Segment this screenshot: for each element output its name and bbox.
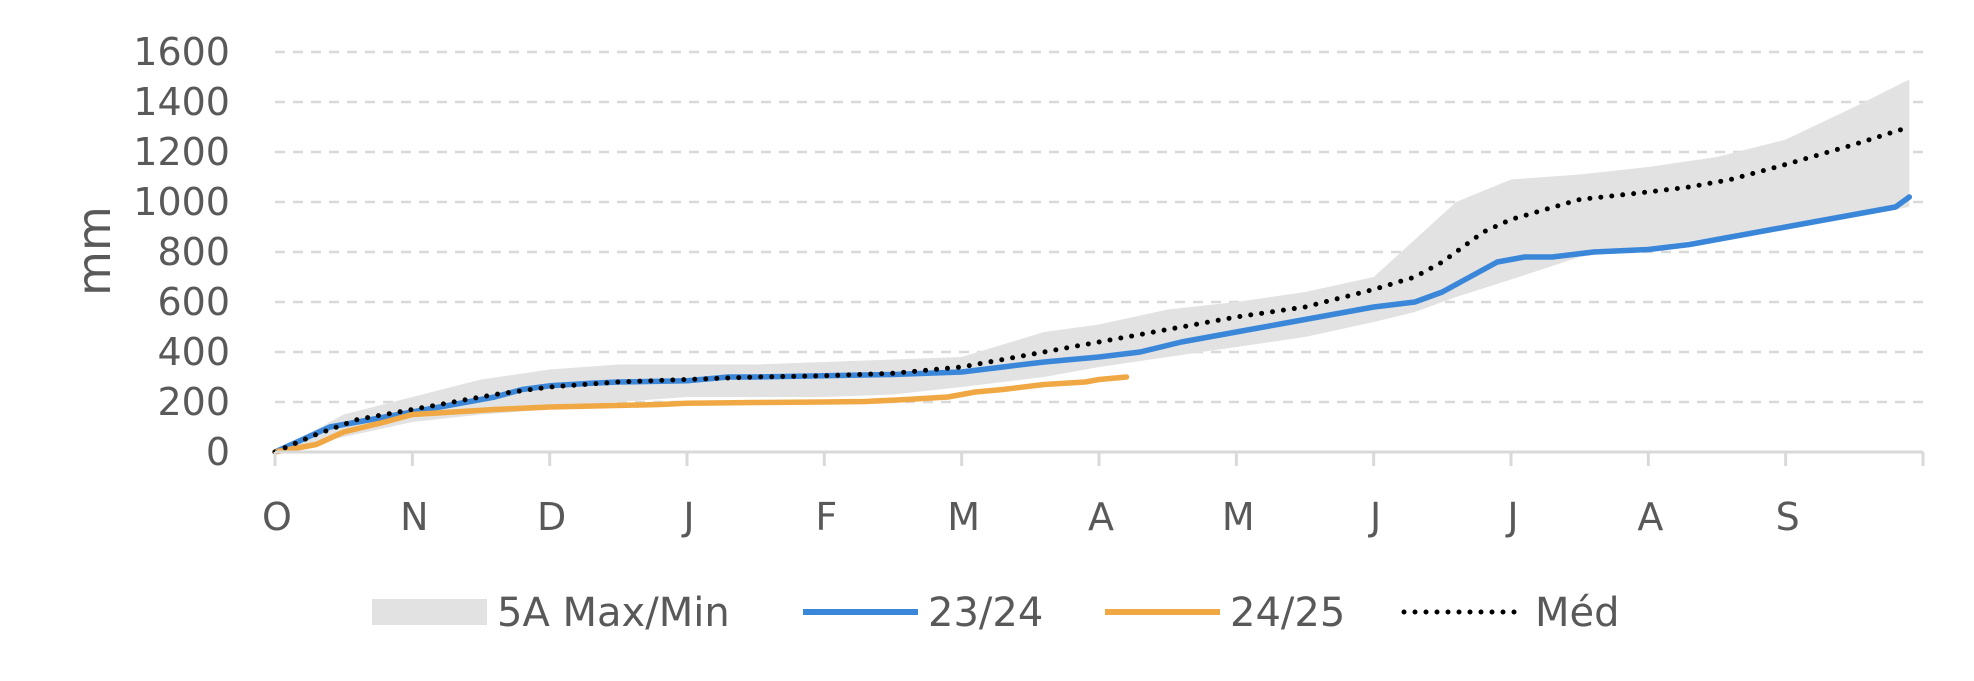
series-line-1 xyxy=(272,374,1130,455)
x-tick-9: J xyxy=(1505,495,1518,539)
max-min-band xyxy=(275,79,1910,452)
y-tick-600: 600 xyxy=(157,280,230,324)
legend-label-0: 23/24 xyxy=(928,590,1043,636)
y-tick-0: 0 xyxy=(206,430,230,474)
series-line-2 xyxy=(272,124,1912,455)
y-tick-800: 800 xyxy=(157,230,230,274)
y-tick-1000: 1000 xyxy=(133,180,230,224)
x-tick-11: S xyxy=(1776,495,1800,539)
y-tick-labels: 0 200 400 600 800 1000 1200 1400 1600 xyxy=(133,30,230,474)
x-tick-5: M xyxy=(947,495,980,539)
x-tick-4: F xyxy=(815,495,837,539)
x-tick-8: J xyxy=(1368,495,1381,539)
legend-swatch-band xyxy=(372,599,487,625)
legend: 5A Max/Min 23/24 24/25 Méd xyxy=(372,590,1620,636)
x-tick-7: M xyxy=(1222,495,1255,539)
y-tick-1200: 1200 xyxy=(133,130,230,174)
y-tick-1600: 1600 xyxy=(133,30,230,74)
y-tick-1400: 1400 xyxy=(133,80,230,124)
x-tick-2: D xyxy=(537,495,566,539)
legend-label-2: Méd xyxy=(1535,590,1620,636)
y-tick-200: 200 xyxy=(157,380,230,424)
x-tick-10: A xyxy=(1637,495,1663,539)
x-tick-1: N xyxy=(400,495,428,539)
series-line-0 xyxy=(272,194,1913,455)
y-tick-400: 400 xyxy=(157,330,230,374)
legend-label-band: 5A Max/Min xyxy=(497,590,730,636)
axes xyxy=(273,450,1925,466)
series-lines xyxy=(272,124,1913,455)
x-tick-0: O xyxy=(262,495,292,539)
x-tick-6: A xyxy=(1088,495,1114,539)
band-area xyxy=(275,79,1910,452)
x-tick-3: J xyxy=(681,495,694,539)
y-axis-label: mm xyxy=(67,206,121,296)
legend-label-1: 24/25 xyxy=(1230,590,1345,636)
